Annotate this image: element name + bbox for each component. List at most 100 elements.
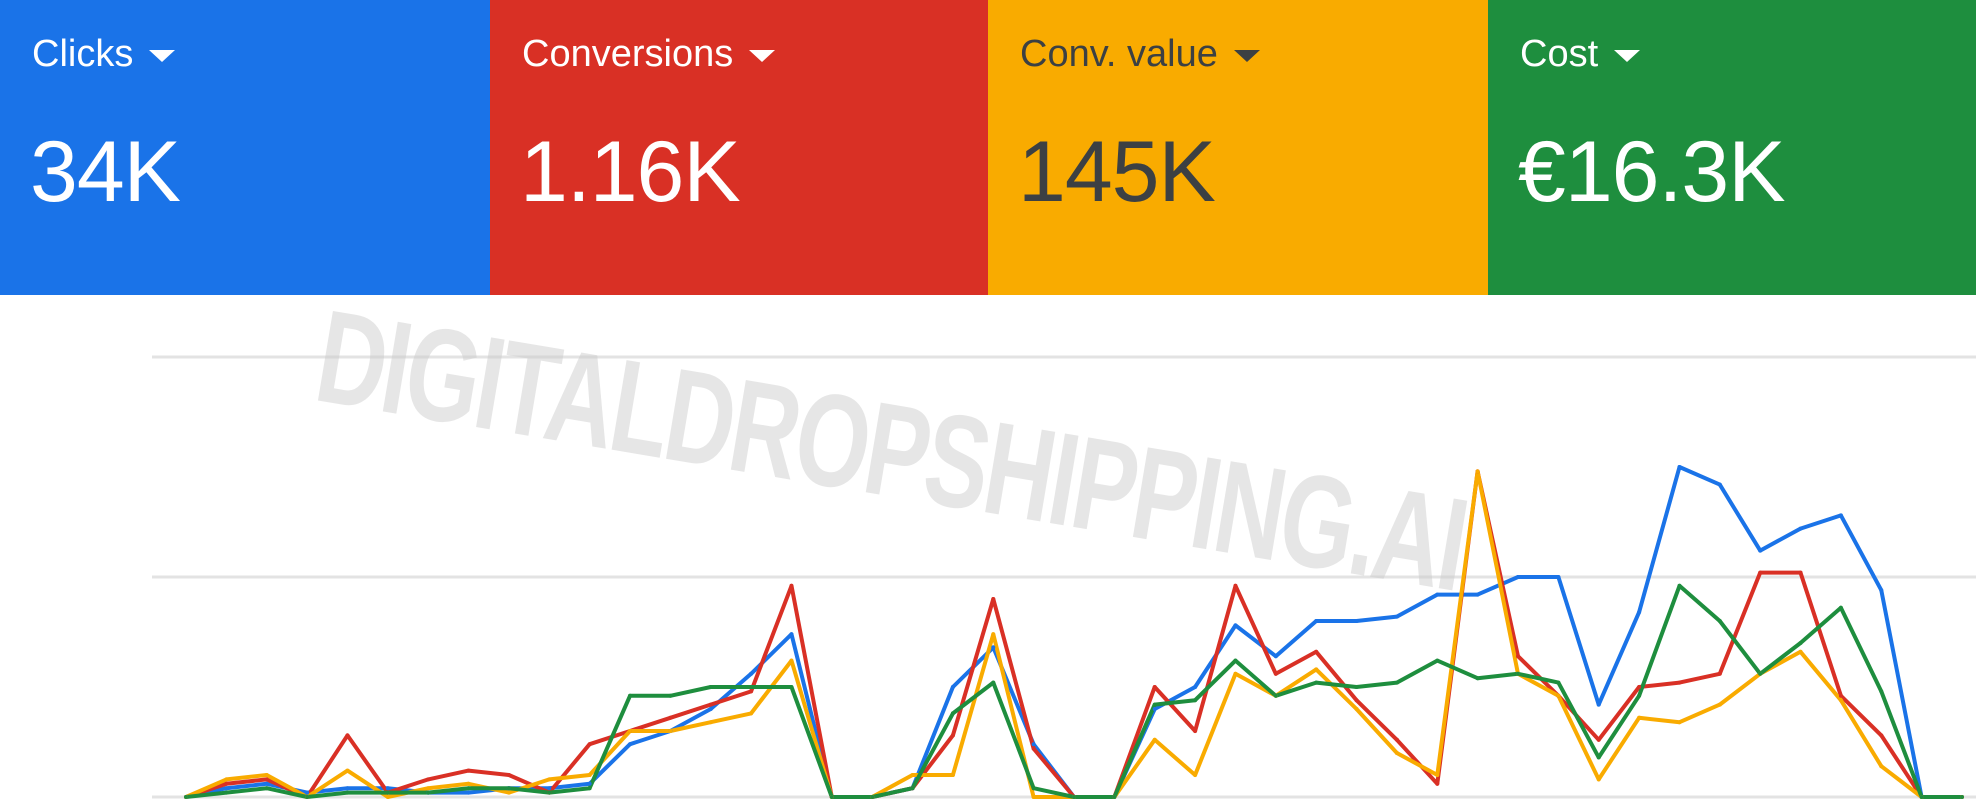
data-point[interactable]	[1516, 654, 1520, 659]
data-point[interactable]	[426, 786, 431, 791]
metric-card-cost[interactable]: Cost €16.3K	[1488, 0, 1976, 295]
metric-card-header[interactable]: Conversions	[522, 30, 776, 78]
data-point[interactable]	[466, 768, 471, 773]
data-point[interactable]	[749, 711, 754, 716]
data-point[interactable]	[789, 632, 794, 637]
data-point[interactable]	[1838, 698, 1843, 703]
data-point[interactable]	[1637, 610, 1642, 615]
metric-card-conversions[interactable]: Conversions 1.16K	[490, 0, 988, 295]
data-point[interactable]	[1475, 592, 1480, 597]
data-point[interactable]	[668, 693, 673, 698]
data-point[interactable]	[587, 742, 592, 747]
data-point[interactable]	[1152, 707, 1157, 711]
data-point[interactable]	[385, 786, 390, 791]
data-point[interactable]	[628, 742, 632, 747]
data-point[interactable]	[1273, 671, 1278, 676]
data-point[interactable]	[1879, 764, 1884, 769]
data-point[interactable]	[910, 773, 915, 777]
data-point[interactable]	[628, 693, 632, 698]
data-point[interactable]	[426, 790, 431, 795]
data-point[interactable]	[184, 795, 188, 799]
data-point[interactable]	[1314, 649, 1319, 654]
data-point[interactable]	[950, 711, 955, 716]
data-point[interactable]	[1193, 773, 1198, 777]
data-point[interactable]	[749, 671, 754, 676]
data-point[interactable]	[1233, 623, 1238, 628]
data-point[interactable]	[910, 786, 915, 791]
metric-card-header[interactable]: Clicks	[32, 30, 176, 78]
data-point[interactable]	[1516, 671, 1520, 676]
data-point[interactable]	[224, 790, 229, 795]
data-point[interactable]	[1637, 715, 1642, 720]
data-point[interactable]	[1758, 671, 1763, 676]
data-point[interactable]	[1314, 680, 1319, 685]
data-point[interactable]	[224, 786, 229, 791]
data-point[interactable]	[1798, 649, 1803, 654]
data-point[interactable]	[1314, 667, 1319, 672]
data-point[interactable]	[345, 768, 350, 773]
data-point[interactable]	[1072, 795, 1076, 799]
data-point[interactable]	[1152, 737, 1157, 742]
data-point[interactable]	[1152, 702, 1157, 707]
data-point[interactable]	[1717, 671, 1722, 676]
data-point[interactable]	[1596, 755, 1601, 760]
data-point[interactable]	[1435, 658, 1440, 663]
data-point[interactable]	[1193, 698, 1198, 703]
data-point[interactable]	[1717, 482, 1722, 487]
data-point[interactable]	[1475, 676, 1480, 681]
data-point[interactable]	[1435, 773, 1440, 777]
data-point[interactable]	[1233, 583, 1238, 588]
data-point[interactable]	[264, 786, 269, 791]
data-point[interactable]	[587, 781, 592, 786]
data-point[interactable]	[385, 795, 390, 799]
data-point[interactable]	[1556, 575, 1561, 579]
data-point[interactable]	[1193, 729, 1198, 733]
data-point[interactable]	[1717, 619, 1722, 623]
data-point[interactable]	[789, 658, 794, 663]
data-point[interactable]	[950, 773, 955, 777]
data-point[interactable]	[708, 720, 713, 725]
data-point[interactable]	[1798, 526, 1803, 531]
data-point[interactable]	[1677, 465, 1682, 469]
data-point[interactable]	[1758, 548, 1763, 553]
data-point[interactable]	[1031, 742, 1036, 747]
data-point[interactable]	[305, 795, 310, 799]
data-point[interactable]	[628, 729, 632, 733]
data-point[interactable]	[1596, 777, 1601, 782]
data-point[interactable]	[789, 583, 794, 588]
data-point[interactable]	[1394, 614, 1399, 619]
data-point[interactable]	[1677, 583, 1682, 588]
data-point[interactable]	[1637, 693, 1642, 698]
data-point[interactable]	[547, 777, 552, 782]
metric-card-header[interactable]: Conv. value	[1020, 30, 1260, 78]
data-point[interactable]	[506, 773, 511, 777]
data-point[interactable]	[1394, 680, 1399, 685]
data-point[interactable]	[1717, 702, 1722, 707]
data-point[interactable]	[1637, 685, 1642, 689]
data-point[interactable]	[587, 786, 592, 791]
data-point[interactable]	[506, 790, 511, 795]
data-point[interactable]	[708, 707, 713, 711]
metric-card-clicks[interactable]: Clicks 34K	[0, 0, 490, 295]
data-point[interactable]	[1879, 733, 1884, 738]
data-point[interactable]	[506, 786, 511, 791]
data-point[interactable]	[1435, 592, 1440, 597]
data-point[interactable]	[749, 689, 754, 694]
data-point[interactable]	[1838, 693, 1843, 698]
data-point[interactable]	[264, 781, 269, 786]
data-point[interactable]	[305, 790, 310, 795]
data-point[interactable]	[1233, 658, 1238, 663]
data-point[interactable]	[264, 773, 269, 777]
data-point[interactable]	[1273, 693, 1278, 698]
data-point[interactable]	[1879, 689, 1884, 694]
data-point[interactable]	[991, 632, 996, 637]
data-point[interactable]	[789, 685, 794, 689]
data-point[interactable]	[668, 715, 673, 720]
data-point[interactable]	[829, 795, 834, 799]
data-point[interactable]	[870, 795, 875, 799]
data-point[interactable]	[1475, 469, 1480, 474]
data-point[interactable]	[547, 790, 552, 795]
data-point[interactable]	[1758, 570, 1763, 575]
data-point[interactable]	[1193, 685, 1198, 689]
data-point[interactable]	[1596, 702, 1601, 707]
